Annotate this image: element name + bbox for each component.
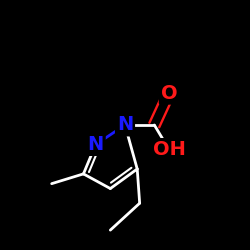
Text: O: O <box>161 84 177 103</box>
Text: N: N <box>88 135 104 154</box>
Text: OH: OH <box>152 140 186 159</box>
Text: N: N <box>117 116 133 134</box>
